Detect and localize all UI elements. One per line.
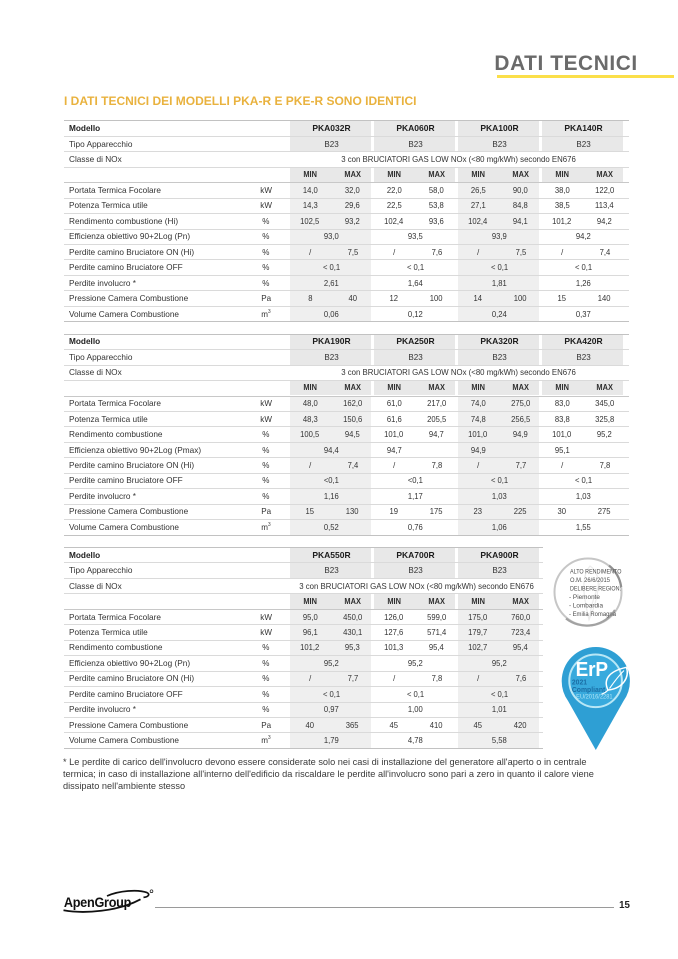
svg-text:- Lombardia: - Lombardia — [569, 603, 603, 610]
svg-text:Compliant: Compliant — [572, 687, 606, 694]
svg-text:2021: 2021 — [572, 679, 587, 686]
svg-text:ApenGroup: ApenGroup — [64, 895, 131, 911]
svg-text:- Emilia Romagna: - Emilia Romagna — [569, 611, 616, 618]
svg-text:- Piemonte: - Piemonte — [569, 594, 600, 601]
svg-text:O.M. 26/6/2015: O.M. 26/6/2015 — [570, 577, 610, 584]
svg-text:EU/2016/2281: EU/2016/2281 — [576, 694, 612, 700]
svg-text:DELIBERE REGION:: DELIBERE REGION: — [570, 586, 621, 593]
svg-text:ALTO RENDIMENTO: ALTO RENDIMENTO — [570, 568, 622, 575]
svg-text:ErP: ErP — [576, 659, 608, 682]
